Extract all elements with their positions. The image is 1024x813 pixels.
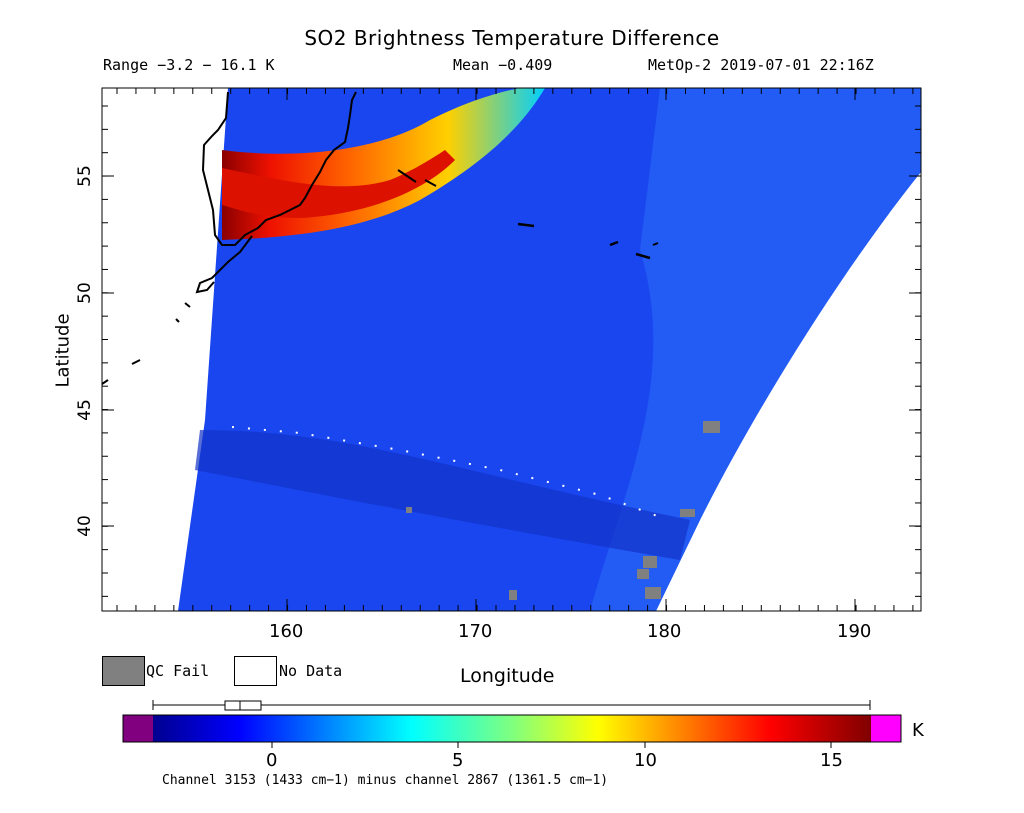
x-axis-minor-ticks bbox=[116, 88, 914, 611]
island bbox=[652, 242, 659, 246]
no-data-label: No Data bbox=[279, 662, 343, 680]
qc-fail-swatch bbox=[102, 656, 145, 686]
island bbox=[184, 302, 191, 308]
so2-plume-core bbox=[222, 150, 455, 218]
colorbar-tick-label: 15 bbox=[820, 750, 843, 771]
colorbar-overflow bbox=[871, 715, 901, 742]
colorbar-underflow bbox=[123, 715, 153, 742]
island bbox=[609, 240, 619, 247]
no-data-swatch bbox=[234, 656, 277, 686]
plot-frame bbox=[101, 87, 922, 612]
chart-title: SO2 Brightness Temperature Difference bbox=[304, 26, 720, 50]
island bbox=[517, 222, 535, 228]
coastline bbox=[201, 91, 357, 246]
x-axis-label: Longitude bbox=[460, 665, 555, 687]
qc-fail-pixel bbox=[680, 509, 695, 517]
island bbox=[102, 379, 109, 385]
swath-edge-band bbox=[590, 88, 921, 611]
x-tick-label: 180 bbox=[647, 621, 682, 642]
colorbar-tick-label: 0 bbox=[266, 750, 278, 771]
channel-footer: Channel 3153 (1433 cm−1) minus channel 2… bbox=[162, 773, 609, 788]
colorbar-tick-label: 10 bbox=[634, 750, 657, 771]
coastline bbox=[195, 235, 253, 294]
colorbar-frame bbox=[122, 714, 902, 743]
boxplot-box bbox=[224, 700, 262, 711]
x-axis-ticks bbox=[286, 88, 856, 611]
colorbar-gradient bbox=[153, 715, 871, 742]
island bbox=[397, 169, 417, 183]
colorbar-ticks bbox=[271, 742, 832, 748]
scan-gap-dots bbox=[231, 426, 661, 518]
colorbar-tick-label: 5 bbox=[452, 750, 464, 771]
island bbox=[424, 179, 437, 187]
island bbox=[635, 252, 651, 260]
qc-fail-pixel bbox=[406, 507, 412, 513]
qc-fail-pixel bbox=[703, 421, 720, 433]
island bbox=[131, 359, 141, 365]
mean-text: Mean −0.409 bbox=[453, 56, 553, 74]
x-tick-label: 160 bbox=[269, 621, 304, 642]
qc-fail-pixel bbox=[509, 590, 517, 600]
range-text: Range −3.2 − 16.1 K bbox=[103, 56, 275, 74]
x-tick-label: 170 bbox=[458, 621, 493, 642]
qc-fail-label: QC Fail bbox=[146, 662, 210, 680]
colorbar-unit: K bbox=[912, 720, 924, 741]
swath-dark-band bbox=[195, 430, 690, 560]
x-tick-label: 190 bbox=[837, 621, 872, 642]
qc-fail-pixel bbox=[637, 569, 649, 579]
qc-fail-pixel bbox=[645, 587, 661, 599]
y-axis-minor-ticks bbox=[102, 105, 921, 597]
island bbox=[175, 318, 180, 323]
qc-fail-pixel bbox=[643, 556, 657, 568]
satellite-time-text: MetOp-2 2019-07-01 22:16Z bbox=[648, 56, 874, 74]
